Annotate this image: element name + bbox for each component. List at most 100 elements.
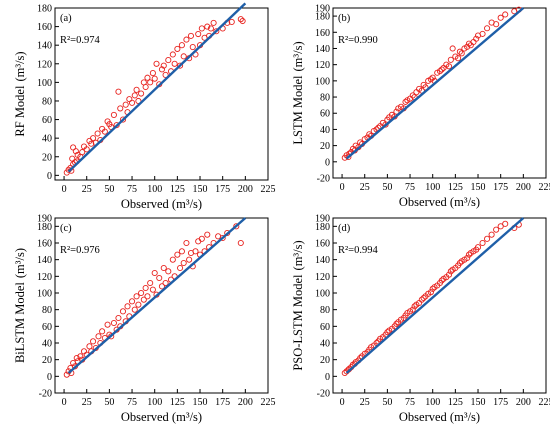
- data-point: [447, 268, 454, 275]
- y-axis-label: PSO-LSTM Model (m³/s): [291, 240, 305, 370]
- data-point: [180, 53, 187, 60]
- data-point: [465, 251, 473, 258]
- data-point: [110, 111, 117, 118]
- y-tick-label: 160: [37, 239, 52, 250]
- y-tick-label: 80: [42, 96, 52, 107]
- y-tick-label: 60: [320, 322, 330, 333]
- x-tick-label: 100: [425, 397, 440, 408]
- data-point: [113, 122, 120, 129]
- y-tick-label: 100: [37, 78, 52, 89]
- y-tick-label: 180: [315, 12, 330, 23]
- y-axis-label-name: RF Model: [13, 85, 27, 137]
- data-point: [357, 139, 364, 146]
- data-point: [165, 268, 172, 275]
- x-axis-label: Observed (m³/s): [399, 195, 480, 209]
- data-point: [79, 149, 86, 156]
- data-point: [160, 264, 167, 272]
- data-point: [186, 256, 193, 263]
- data-point: [124, 303, 131, 310]
- data-point: [119, 308, 127, 315]
- x-tick-label: 175: [215, 397, 230, 408]
- data-point: [183, 36, 190, 43]
- data-point: [427, 289, 434, 296]
- data-point: [418, 296, 425, 303]
- y-tick-label: 40: [320, 339, 330, 350]
- y-tick-label: 100: [315, 76, 330, 87]
- data-point: [178, 248, 185, 255]
- data-point: [195, 238, 202, 245]
- data-point: [177, 264, 184, 272]
- x-tick-label: 75: [405, 182, 415, 193]
- data-point: [135, 301, 142, 308]
- data-point: [142, 284, 149, 292]
- data-point: [174, 251, 181, 258]
- data-point: [447, 56, 454, 63]
- panel-3: 0 25 50 75 100 125 150 175 200 225 -20 0 20 40 60 80 100…: [291, 214, 550, 425]
- y-tick-label: 160: [315, 28, 330, 39]
- data-point: [455, 55, 462, 62]
- x-tick-label: 200: [516, 397, 531, 408]
- data-point: [162, 71, 169, 78]
- data-point: [345, 153, 352, 161]
- data-point: [122, 101, 129, 108]
- plot-frame: [332, 217, 547, 394]
- y-tick-label: 80: [320, 305, 330, 316]
- data-point: [72, 148, 79, 155]
- data-point: [133, 86, 140, 93]
- data-point: [131, 92, 138, 99]
- data-point: [115, 88, 122, 95]
- data-point: [117, 105, 124, 112]
- data-point: [151, 75, 158, 82]
- y-tick-label: 190: [37, 214, 52, 225]
- data-point: [393, 320, 400, 327]
- data-point: [90, 338, 97, 345]
- data-point: [207, 25, 214, 32]
- data-point: [393, 108, 400, 115]
- data-point: [402, 98, 409, 105]
- data-point: [438, 66, 445, 73]
- plot-frame: [54, 7, 269, 181]
- x-tick-label: 225: [539, 182, 550, 193]
- data-point: [133, 293, 140, 300]
- data-point: [180, 259, 187, 267]
- y-tick-label: 80: [42, 305, 52, 316]
- data-point: [177, 62, 184, 69]
- data-point: [95, 333, 102, 340]
- data-point: [90, 135, 97, 142]
- x-tick-label: 125: [170, 184, 185, 195]
- x-tick-label: 150: [193, 184, 208, 195]
- data-point: [210, 19, 217, 26]
- x-tick-label: 75: [405, 397, 415, 408]
- x-tick-label: 150: [471, 397, 486, 408]
- y-axis-label: BiLSTM Model (m³/s): [13, 248, 27, 363]
- panel-label: (a): [60, 13, 72, 24]
- data-point: [228, 18, 235, 25]
- fit-line: [67, 217, 247, 374]
- x-tick-label: 225: [261, 184, 276, 195]
- data-point: [436, 68, 444, 75]
- fit-line: [67, 2, 247, 173]
- y-tick-label: 140: [37, 255, 52, 266]
- data-point: [449, 45, 456, 52]
- data-point: [110, 319, 117, 327]
- y-axis-label-unit: (m³/s): [291, 41, 305, 71]
- y-tick-label: 60: [42, 115, 52, 126]
- y-tick-label: 160: [315, 239, 330, 250]
- y-axis-label-name: BiLSTM Model: [13, 282, 27, 363]
- data-point: [458, 50, 465, 57]
- x-tick-label: 75: [127, 184, 137, 195]
- y-tick-label: 190: [315, 4, 330, 15]
- plot-frame: [54, 217, 269, 394]
- y-tick-label: 120: [37, 59, 52, 70]
- panel-2: 0 25 50 75 100 125 150 175 200 225 -20 0 20 40 60 80 100…: [13, 214, 276, 425]
- x-tick-label: 125: [448, 182, 463, 193]
- r2-label: R²=0.990: [338, 35, 378, 46]
- panel-label: (c): [60, 223, 72, 234]
- y-tick-label: 140: [315, 44, 330, 55]
- data-point: [409, 306, 416, 313]
- data-point: [237, 239, 244, 247]
- y-tick-label: 160: [37, 22, 52, 33]
- data-point: [438, 277, 445, 284]
- data-point: [101, 128, 108, 135]
- data-point: [138, 90, 145, 97]
